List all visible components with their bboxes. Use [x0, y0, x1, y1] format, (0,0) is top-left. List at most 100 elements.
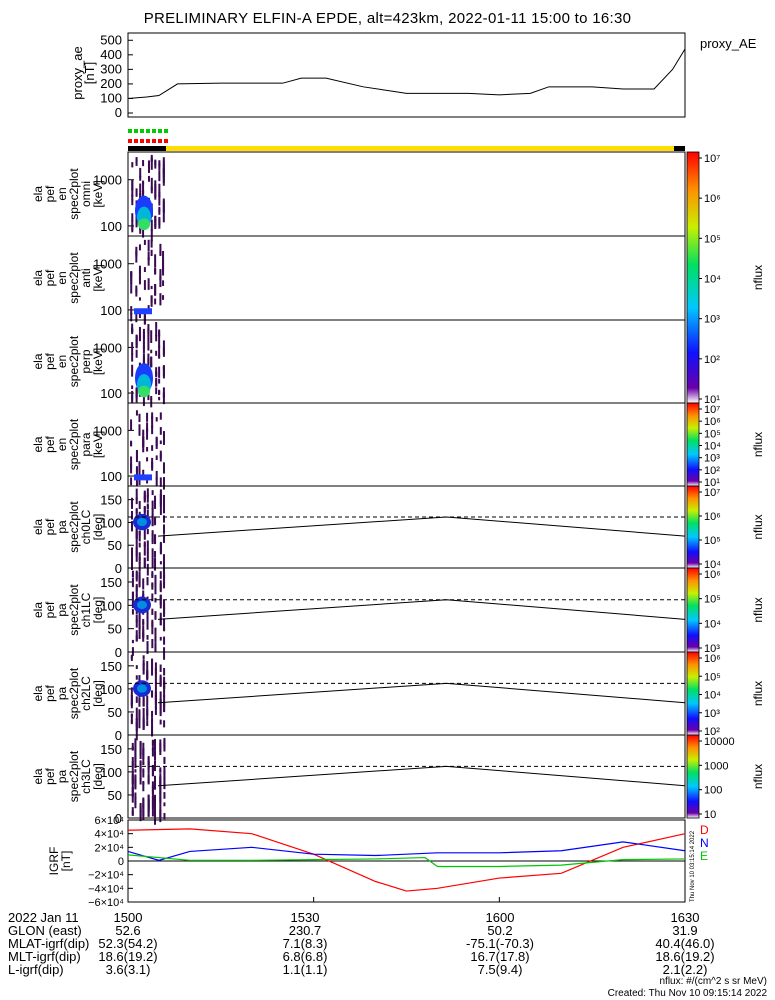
- spectrogram-pixel: [163, 627, 166, 632]
- spectrogram-pixel: [158, 162, 161, 167]
- spectrogram-pixel: [154, 597, 157, 603]
- spectrogram-pixel: [151, 710, 154, 718]
- spectrogram-pixel: [143, 506, 146, 520]
- igrf-timestamp: Thu Nov 10 03:15:14 2022: [690, 830, 696, 902]
- orbit-info-value: 18.6(19.2): [98, 949, 158, 964]
- spectrogram-pixel: [131, 353, 134, 362]
- spectrogram-pixel: [130, 524, 133, 532]
- spectrogram-ylabel: omni: [79, 181, 93, 207]
- spectrogram-pixel: [151, 667, 154, 676]
- spectrogram-pixel: [131, 199, 134, 206]
- spectrogram-pixel: [159, 412, 162, 420]
- spectrogram-pixel: [158, 396, 161, 401]
- spectrogram-pixel: [146, 563, 149, 576]
- spectrogram-pixel: [154, 775, 157, 785]
- spectrogram-pixel: [163, 559, 166, 572]
- spectrogram-ylabel: ela: [31, 768, 45, 784]
- spectrogram-pixel: [134, 738, 137, 750]
- spectrogram-pixel: [163, 680, 166, 689]
- spectrogram-ylabel: ela: [31, 436, 45, 452]
- colorbar-tick-label: 10⁶: [704, 511, 721, 523]
- colorbar-tick-label: 100: [704, 785, 722, 797]
- spectrogram-pixel: [154, 183, 157, 194]
- spectrogram-pixel: [146, 552, 149, 562]
- pitch-ytick-label: 150: [100, 575, 122, 590]
- spectrogram-pixel: [159, 453, 162, 458]
- spectrogram-ylabel: [keV]: [91, 264, 105, 291]
- spectrogram-pixel: [159, 440, 162, 445]
- spectrogram-panel-frame: [127, 651, 686, 736]
- spectrogram-pixel: [159, 276, 162, 288]
- spectrogram-pixel: [143, 492, 146, 501]
- spectrogram-ytick-label: 100: [100, 303, 122, 318]
- ae-ylabel: [nT]: [82, 62, 97, 84]
- spectrogram-ylabel: [deg]: [91, 514, 105, 541]
- spectrogram-ylabel: en: [55, 355, 69, 368]
- colorbar-tick-label: 10³: [704, 314, 720, 326]
- colorbar: [686, 402, 700, 487]
- spectrogram-pixel: [154, 534, 157, 545]
- igrf-ytick-label: 6×10⁴: [94, 815, 124, 827]
- spectrogram-pixel: [159, 711, 162, 717]
- spectrogram-pixel: [142, 749, 145, 760]
- spectrogram-pixel: [131, 342, 134, 355]
- spectrogram-pixel: [163, 770, 166, 780]
- spectrogram-pixel: [155, 372, 158, 377]
- spectrogram-pixel: [142, 590, 145, 600]
- spectrogram-pixel: [142, 160, 145, 167]
- spectrogram-pixel: [147, 778, 150, 784]
- spectrogram-pixel: [131, 189, 134, 197]
- spectrogram-pixel: [150, 295, 153, 307]
- spectrogram-pixel: [154, 180, 157, 186]
- ae-panel-frame: [127, 32, 686, 118]
- status-dot-green: [146, 129, 150, 133]
- spectrogram-pixel: [131, 786, 134, 797]
- spectrogram-pixel: [139, 167, 142, 178]
- spectrogram-pixel: [142, 469, 145, 479]
- spectrogram-ylabel: ch1LC: [79, 592, 93, 627]
- spectrogram-pixel: [154, 574, 157, 585]
- spectrogram-pixel: [147, 251, 150, 260]
- spectrogram-ylabel: pef: [43, 684, 57, 701]
- igrf-series-N: [127, 841, 686, 861]
- status-dot-green: [164, 129, 168, 133]
- spectrogram-pixel: [131, 180, 134, 190]
- spectrogram-pixel: [154, 298, 157, 305]
- spectrogram-pixel: [135, 334, 138, 347]
- colorbar-tick-label: 10²: [704, 726, 720, 738]
- spectrogram-pixel: [154, 254, 157, 268]
- spectrogram-pixel: [155, 367, 158, 375]
- spectrogram-pixel: [131, 782, 134, 790]
- spectrogram-pixel: [131, 570, 134, 578]
- loss-cone-line: [157, 599, 686, 620]
- spectrogram-pixel: [131, 364, 134, 377]
- spectrogram-pixel: [154, 682, 157, 694]
- spectrogram-pixel: [154, 557, 157, 563]
- spectrogram-pixel: [162, 392, 165, 405]
- spectrogram-pixel: [131, 761, 134, 771]
- spectrogram-pixel: [146, 422, 149, 433]
- igrf-legend-D: D: [700, 823, 709, 837]
- spectrogram-pixel: [130, 497, 133, 509]
- spectrogram-pixel: [158, 331, 161, 337]
- spectrogram-ytick-label: 100: [100, 386, 122, 401]
- status-dot-green: [158, 129, 162, 133]
- spectrogram-pixel: [138, 562, 141, 572]
- spectrogram-pixel: [146, 644, 149, 654]
- spectrogram-pixel: [151, 557, 154, 568]
- spectrogram-pixel: [130, 687, 133, 697]
- spectrogram-pixel: [151, 508, 154, 514]
- spectrogram-pixel: [142, 621, 145, 626]
- spectrogram-pixel: [131, 194, 134, 201]
- spectrogram-pixel: [135, 410, 138, 416]
- spectrogram-pixel: [146, 695, 149, 706]
- spectrogram-pixel: [163, 737, 166, 747]
- spectrogram-pixel: [154, 637, 157, 643]
- spectrogram-pixel: [131, 602, 134, 606]
- spectrogram-ylabel: pef: [43, 352, 57, 369]
- orbit-info-value: 6.8(6.8): [282, 949, 328, 964]
- spectrogram-pixel: [139, 802, 142, 811]
- spectrogram-pixel: [146, 549, 149, 553]
- colorbar: [686, 151, 700, 404]
